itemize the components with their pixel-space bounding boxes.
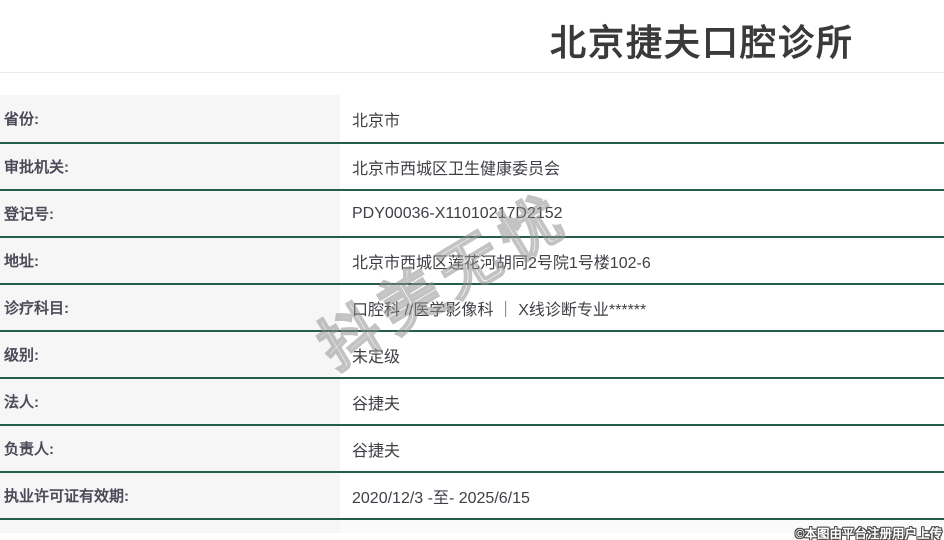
page-title: 北京捷夫口腔诊所 [549, 22, 854, 63]
copyright-notice: ©本图由平台注册用户上传 [795, 527, 942, 540]
page-header: 北京捷夫口腔诊所 [0, 0, 944, 73]
info-table: 省份: 北京市 审批机关: 北京市西城区卫生健康委员会 登记号: PDY0003… [0, 73, 944, 533]
row-value: 2020/12/3 -至- 2025/6/15 [340, 473, 944, 518]
row-treatment-subjects: 诊疗科目: 口腔科 //医学影像科 ｜ X线诊断专业****** [0, 285, 944, 332]
row-label: 法人: [0, 379, 340, 424]
row-value: 北京市西城区莲花河胡同2号院1号楼102-6 [340, 238, 944, 283]
row-person-in-charge: 负责人: 谷捷夫 [0, 426, 944, 473]
row-label: 诊疗科目: [0, 285, 340, 330]
row-label: 级别: [0, 332, 340, 377]
row-value: 北京市 [340, 95, 944, 142]
row-license-validity: 执业许可证有效期: 2020/12/3 -至- 2025/6/15 [0, 473, 944, 520]
row-value: 谷捷夫 [340, 379, 944, 424]
row-province: 省份: 北京市 [0, 73, 944, 144]
row-value: 北京市西城区卫生健康委员会 [340, 144, 944, 189]
row-label: 执业许可证有效期: [0, 473, 340, 518]
row-value: 未定级 [340, 332, 944, 377]
row-label: 负责人: [0, 426, 340, 471]
row-value: PDY00036-X11010217D2152 [340, 191, 944, 236]
row-legal-person: 法人: 谷捷夫 [0, 379, 944, 426]
bottom-strip [0, 520, 944, 533]
row-address: 地址: 北京市西城区莲花河胡同2号院1号楼102-6 [0, 238, 944, 285]
row-label: 审批机关: [0, 144, 340, 189]
row-label: 地址: [0, 238, 340, 283]
row-level: 级别: 未定级 [0, 332, 944, 379]
row-label: 省份: [0, 95, 340, 142]
row-value: 口腔科 //医学影像科 ｜ X线诊断专业****** [340, 285, 944, 330]
row-approval-authority: 审批机关: 北京市西城区卫生健康委员会 [0, 144, 944, 191]
row-value: 谷捷夫 [340, 426, 944, 471]
row-label: 登记号: [0, 191, 340, 236]
row-registration-number: 登记号: PDY00036-X11010217D2152 [0, 191, 944, 238]
